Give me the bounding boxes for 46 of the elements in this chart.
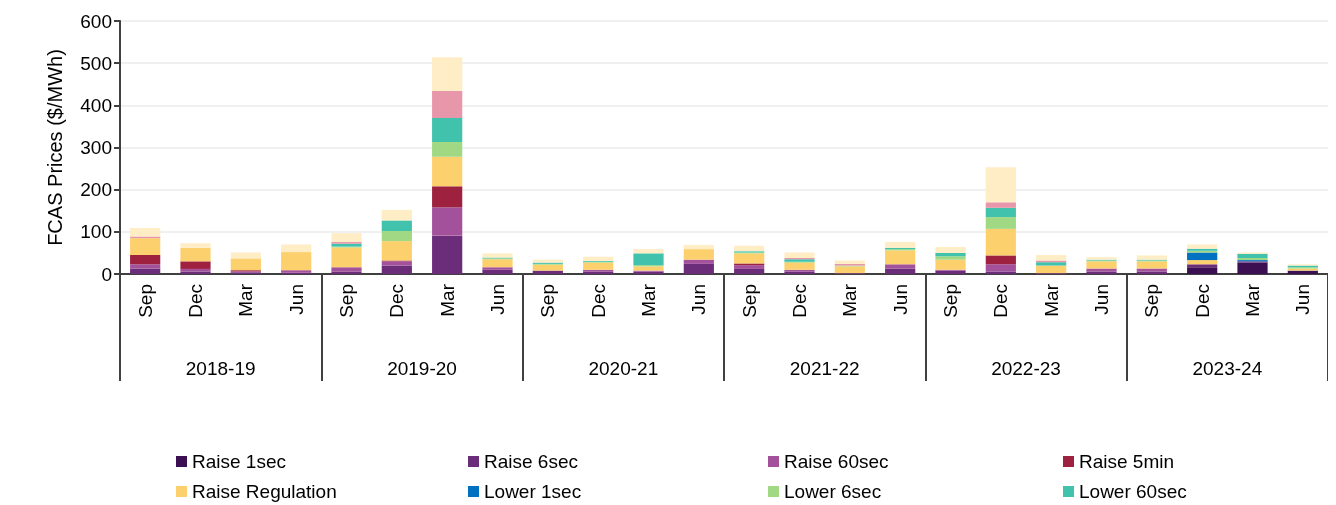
text: 2021-22 <box>789 358 860 379</box>
y-tick-label: 300 <box>80 137 112 158</box>
legend-label: Lower 60sec <box>1079 481 1187 502</box>
x-tick-label: Jun <box>1292 284 1314 315</box>
y-tick-label: 400 <box>80 94 112 116</box>
legend-label: Raise 1sec <box>192 451 286 472</box>
text: 2019-20 <box>387 358 457 379</box>
x-tick-label: Jun <box>1091 284 1112 315</box>
x-tick-label: Dec <box>789 284 810 318</box>
legend-label: Raise Regulation <box>192 481 337 502</box>
x-tick-label: Mar <box>638 283 659 317</box>
x-tick-label: Jun <box>889 284 911 315</box>
x-tick-label: Jun <box>688 284 710 315</box>
x-tick-label: Dec <box>990 284 1012 318</box>
text: 2018-19 <box>185 358 256 379</box>
y-tick-label: 0 <box>101 263 112 285</box>
x-tick-label: Jun <box>487 284 508 315</box>
x-tick-label: Sep <box>336 284 357 318</box>
x-tick-label: Sep <box>738 284 760 318</box>
legend-label: Lower 6sec <box>784 481 882 502</box>
y-tick-label: 500 <box>80 52 112 74</box>
x-tick-label: Dec <box>1191 284 1213 318</box>
text: 2022-23 <box>991 358 1061 379</box>
x-tick-label: Mar <box>839 283 861 317</box>
text: 2020-21 <box>588 358 659 379</box>
y-tick-label: 200 <box>80 179 112 201</box>
x-tick-label: Mar <box>1040 283 1062 317</box>
x-tick-label: Jun <box>285 284 307 315</box>
y-tick-label: 100 <box>80 221 112 243</box>
x-tick-label: Mar <box>235 283 257 317</box>
x-tick-label: Sep <box>940 284 961 318</box>
y-axis-title: FCAS Prices ($/MWh) <box>44 49 66 246</box>
x-tick-label: Dec <box>587 284 609 318</box>
x-tick-label: Mar <box>1242 283 1263 317</box>
legend-label: Raise 6sec <box>484 451 578 472</box>
x-tick-label: Mar <box>436 283 458 317</box>
x-tick-label: Dec <box>386 284 408 318</box>
legend-label: Raise 60sec <box>784 451 889 472</box>
text: 2023-24 <box>1192 358 1263 379</box>
y-tick-label: 600 <box>80 10 112 32</box>
x-tick-label: Dec <box>185 284 206 318</box>
legend-label: Lower 1sec <box>484 481 582 502</box>
x-tick-label: Sep <box>134 284 156 318</box>
x-tick-label: Sep <box>537 284 559 318</box>
x-tick-label: Sep <box>1141 284 1163 318</box>
legend-label: Raise 5min <box>1079 451 1175 472</box>
